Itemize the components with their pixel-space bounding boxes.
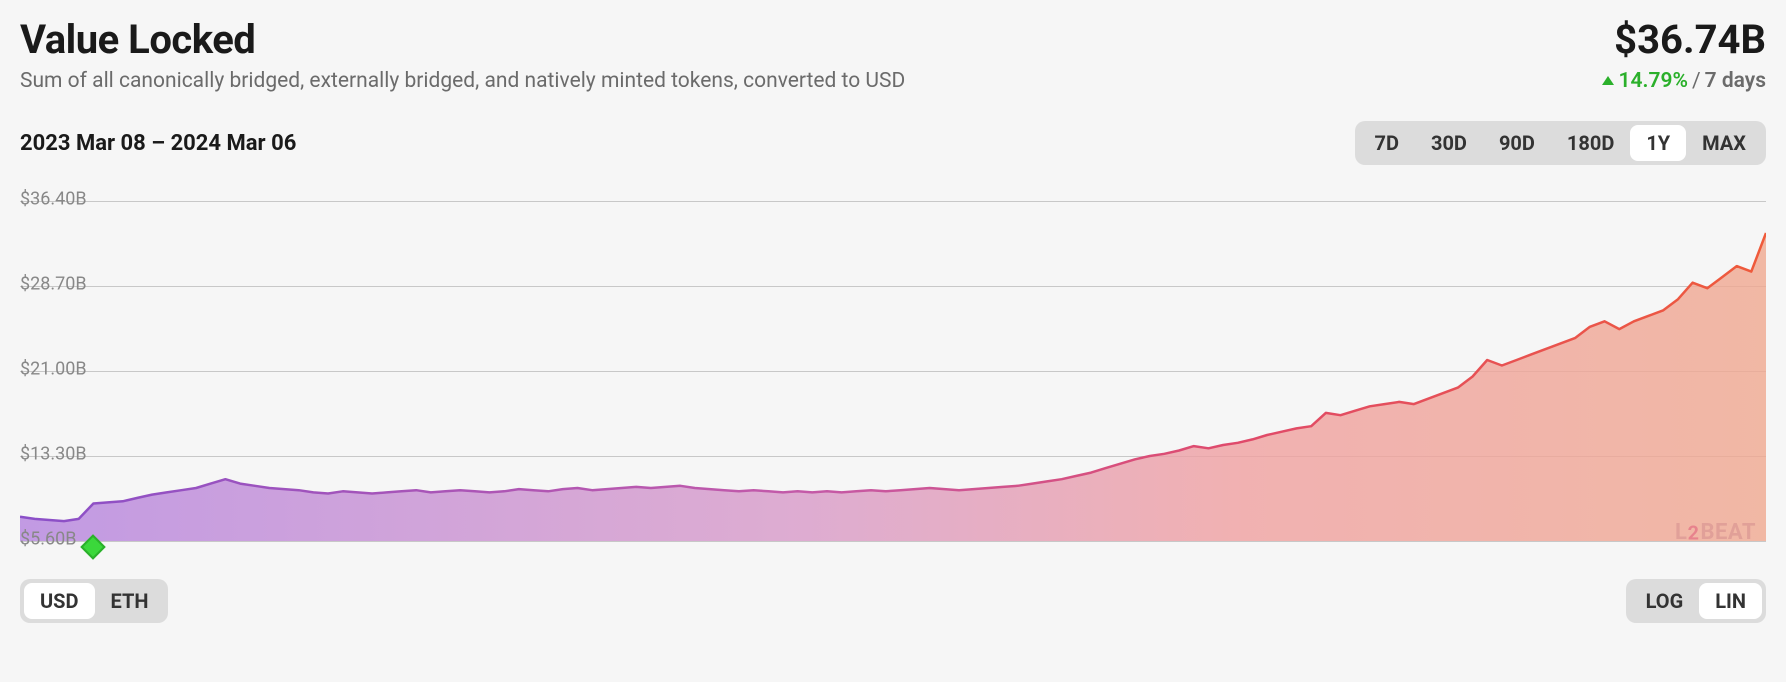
scale-log[interactable]: LOG: [1630, 583, 1700, 619]
change-period: 7 days: [1705, 69, 1766, 93]
scale-toggle: LOGLIN: [1626, 579, 1766, 623]
chart-fill: [20, 233, 1766, 541]
change-pct: 14.79%: [1618, 69, 1687, 93]
caret-up-icon: [1602, 76, 1614, 85]
currency-eth[interactable]: ETH: [95, 583, 165, 619]
time-range-30d[interactable]: 30D: [1415, 125, 1483, 161]
time-range-7d[interactable]: 7D: [1359, 125, 1415, 161]
time-range-1y[interactable]: 1Y: [1630, 125, 1686, 161]
total-value: $36.74B: [1602, 16, 1766, 63]
change-separator: /: [1688, 69, 1705, 93]
change-indicator: 14.79%/7 days: [1602, 69, 1766, 93]
chart-area: [20, 187, 1766, 555]
chart-container: $5.60B$13.30B$21.00B$28.70B$36.40B L2BEA…: [20, 187, 1766, 555]
time-range-max[interactable]: MAX: [1686, 125, 1762, 161]
scale-lin[interactable]: LIN: [1699, 583, 1762, 619]
time-range-selector: 7D30D90D180D1YMAX: [1355, 121, 1767, 165]
currency-toggle: USDETH: [20, 579, 168, 623]
currency-usd[interactable]: USD: [24, 583, 95, 619]
subtitle: Sum of all canonically bridged, external…: [20, 69, 905, 93]
page-title: Value Locked: [20, 16, 905, 63]
time-range-180d[interactable]: 180D: [1551, 125, 1630, 161]
date-range-label: 2023 Mar 08 – 2024 Mar 06: [20, 131, 296, 156]
time-range-90d[interactable]: 90D: [1483, 125, 1551, 161]
